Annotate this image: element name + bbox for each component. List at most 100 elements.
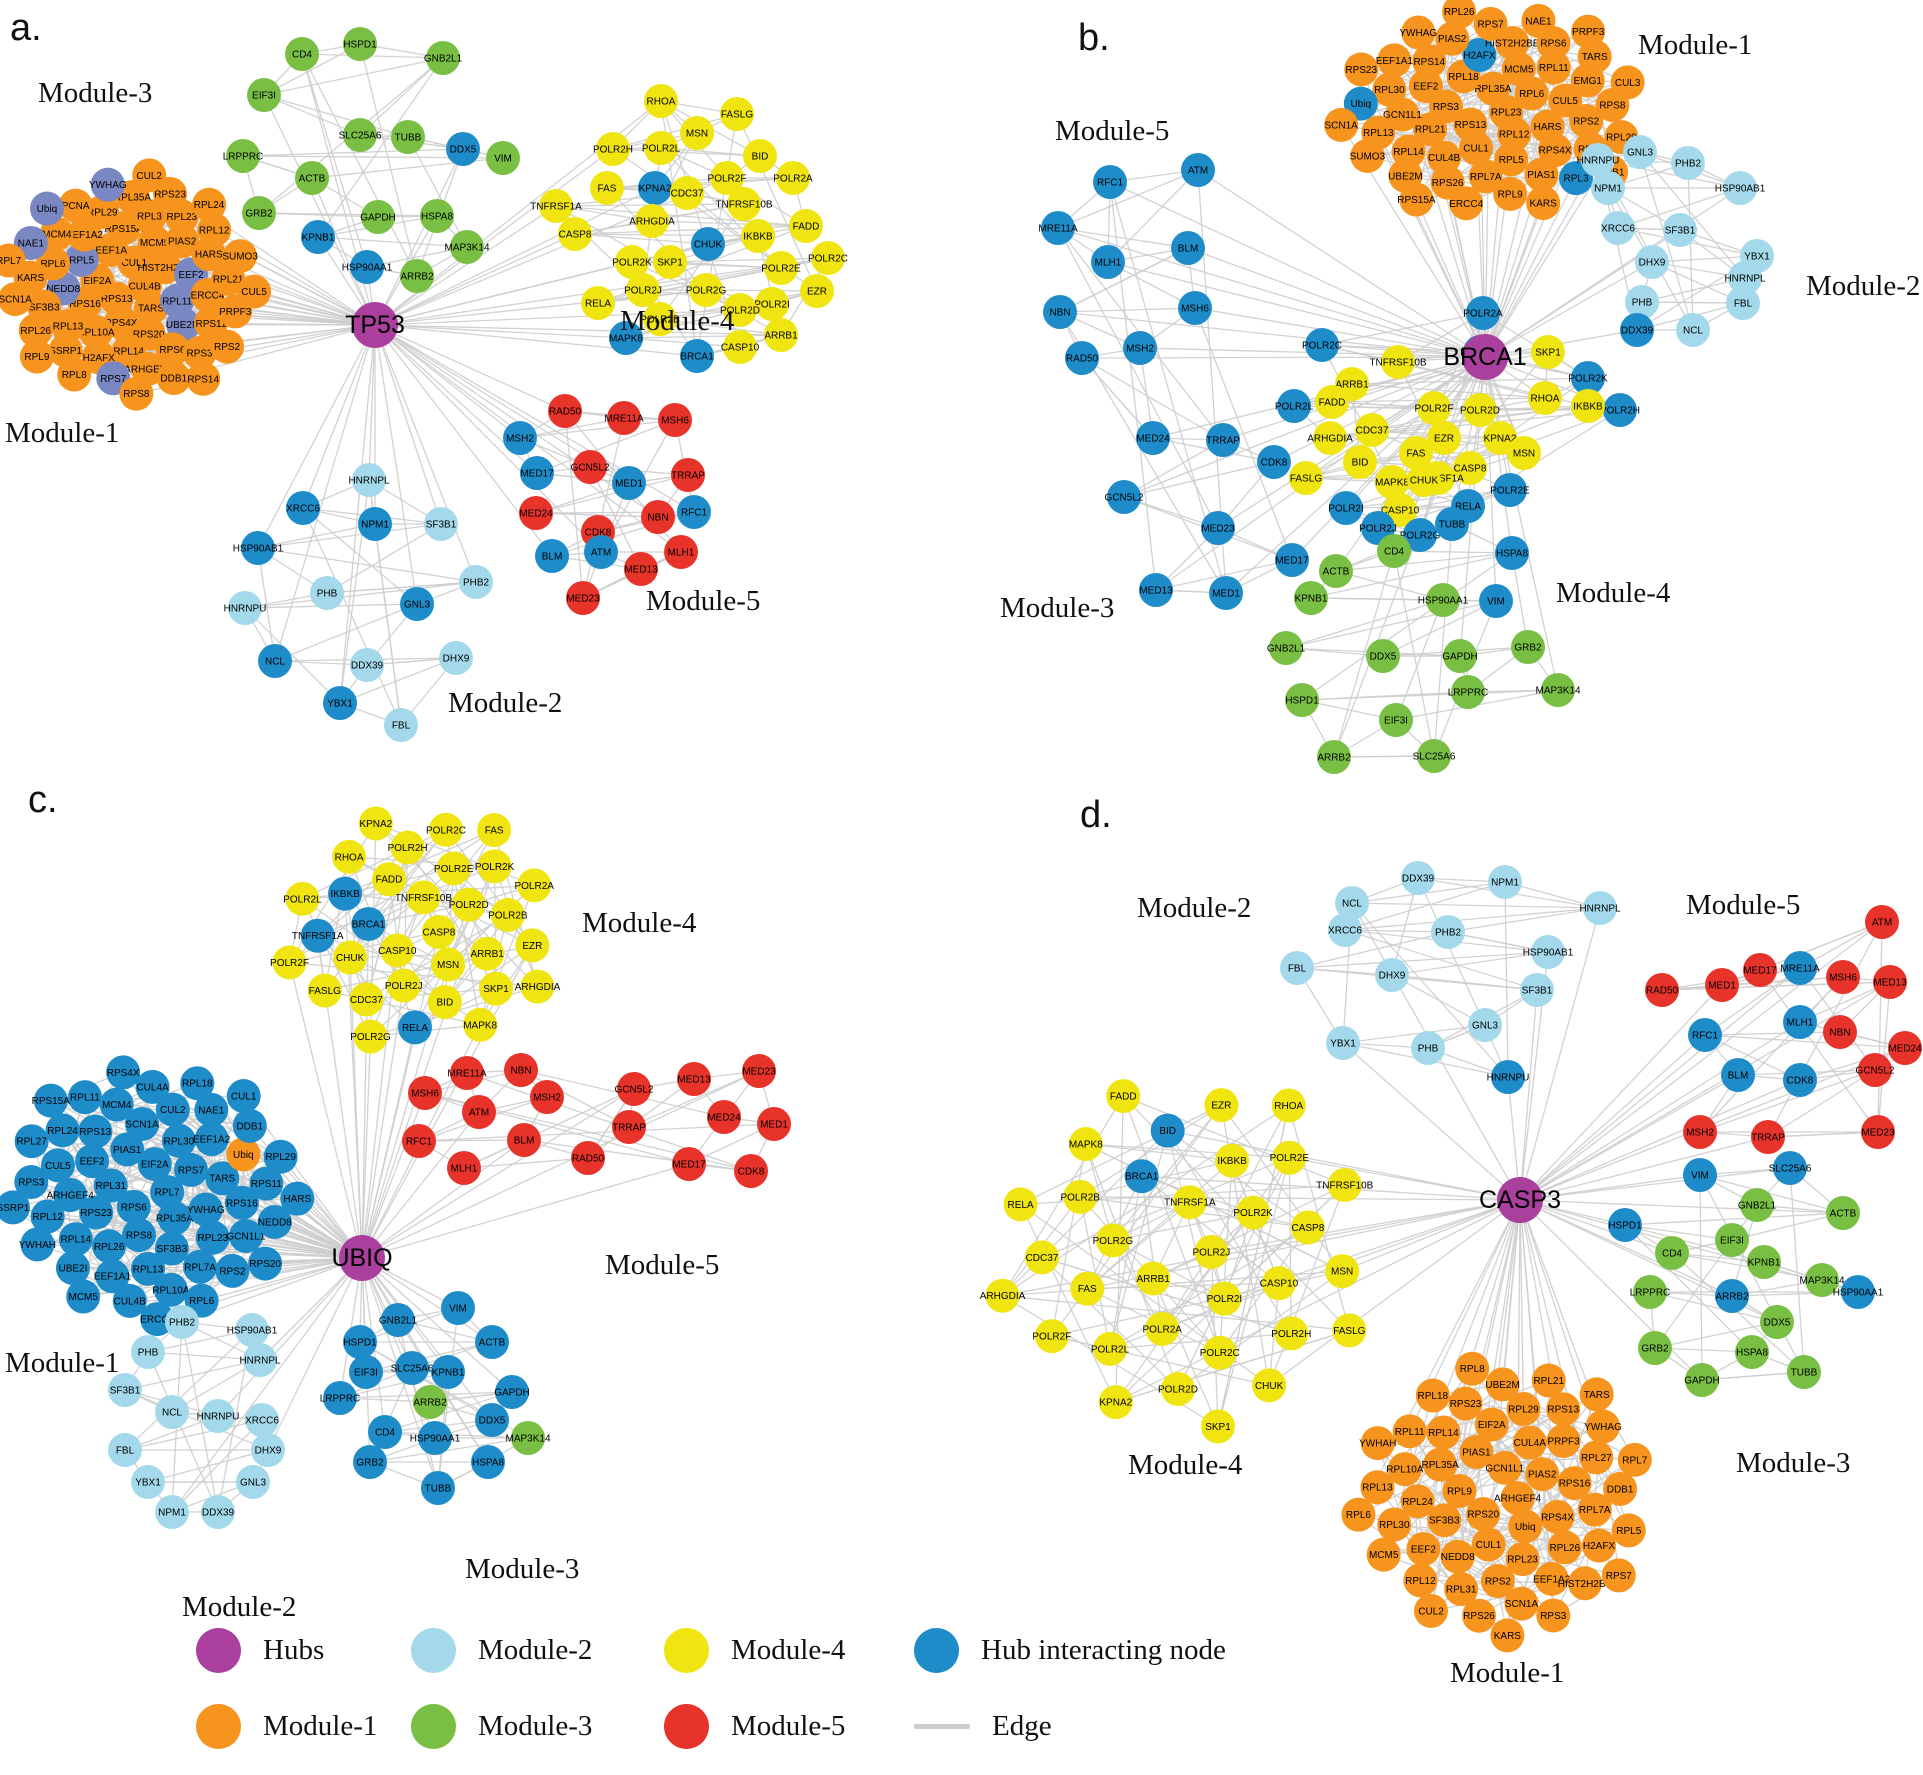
node-POLR2H[interactable]: POLR2H [1271, 1316, 1311, 1351]
node-RPL24[interactable]: RPL24 [192, 187, 227, 222]
node-KARS[interactable]: KARS [1526, 186, 1561, 221]
node-HSPA8[interactable]: HSPA8 [1735, 1335, 1769, 1369]
node-TARS[interactable]: TARS [205, 1161, 240, 1196]
node-EIF3I[interactable]: EIF3I [1715, 1223, 1749, 1257]
node-CUL4A[interactable]: CUL4A [1512, 1425, 1547, 1460]
node-RPL27[interactable]: RPL27 [14, 1124, 49, 1159]
node-FADD[interactable]: FADD [789, 209, 823, 243]
node-MED13[interactable]: MED13 [1873, 965, 1907, 999]
node-TUBB[interactable]: TUBB [391, 120, 425, 154]
node-POLR2G[interactable]: POLR2G [1093, 1223, 1134, 1258]
node-POLR2D[interactable]: POLR2D [1158, 1372, 1198, 1407]
node-UBE2M[interactable]: UBE2M [1485, 1367, 1520, 1402]
node-RPL31[interactable]: RPL31 [93, 1168, 128, 1203]
node-CUL4A[interactable]: CUL4A [135, 1069, 170, 1104]
node-HNRNPL[interactable]: HNRNPL [1579, 891, 1621, 925]
node-CHUK[interactable]: CHUK [333, 940, 368, 975]
node-NCL[interactable]: NCL [258, 644, 292, 678]
node-NBN[interactable]: NBN [1823, 1015, 1857, 1049]
node-MED24[interactable]: MED24 [707, 1100, 741, 1134]
node-DDX39[interactable]: DDX39 [1620, 313, 1654, 347]
node-MSN[interactable]: MSN [431, 947, 466, 982]
node-Ubiq[interactable]: Ubiq [226, 1137, 261, 1172]
node-EIF3I[interactable]: EIF3I [349, 1355, 383, 1389]
node-HNRNPL[interactable]: HNRNPL [239, 1343, 281, 1377]
node-POLR2J[interactable]: POLR2J [624, 273, 662, 307]
node-MRE11A[interactable]: MRE11A [1038, 211, 1078, 245]
node-RPS23[interactable]: RPS23 [1344, 52, 1379, 87]
node-RPL6[interactable]: RPL6 [184, 1283, 219, 1318]
node-RPS26[interactable]: RPS26 [1462, 1598, 1497, 1633]
node-RPL10A[interactable]: RPL10A [152, 1272, 190, 1307]
node-MAPK8[interactable]: MAPK8 [1068, 1127, 1103, 1162]
node-RPS2[interactable]: RPS2 [1480, 1564, 1515, 1599]
node-MSN[interactable]: MSN [1325, 1254, 1360, 1289]
node-RPS14[interactable]: RPS14 [1412, 44, 1447, 79]
node-POLR2I[interactable]: POLR2I [754, 287, 790, 321]
node-NAE1[interactable]: NAE1 [1521, 3, 1556, 38]
node-RPL12[interactable]: RPL12 [1497, 116, 1532, 151]
node-RPS23[interactable]: RPS23 [1448, 1386, 1483, 1421]
node-SF3B1[interactable]: SF3B1 [1663, 213, 1697, 247]
node-EEF2[interactable]: EEF2 [75, 1144, 110, 1179]
node-RPS14[interactable]: RPS14 [186, 361, 221, 396]
node-SKP1[interactable]: SKP1 [653, 245, 687, 279]
node-EIF3I[interactable]: EIF3I [1379, 703, 1413, 737]
node-RPS15A[interactable]: RPS15A [1397, 182, 1436, 217]
node-IKBKB[interactable]: IKBKB [328, 876, 363, 911]
node-BLM[interactable]: BLM [1171, 231, 1205, 265]
node-TUBB[interactable]: TUBB [1787, 1355, 1821, 1389]
node-GNB2L1[interactable]: GNB2L1 [1267, 631, 1306, 665]
node-DHX9[interactable]: DHX9 [1635, 245, 1669, 279]
node-RPL21[interactable]: RPL21 [1531, 1363, 1566, 1398]
node-RPL5[interactable]: RPL5 [1494, 142, 1529, 177]
node-MSH2[interactable]: MSH2 [503, 421, 537, 455]
node-POLR2E[interactable]: POLR2E [1490, 473, 1530, 507]
node-PHB2[interactable]: PHB2 [459, 565, 493, 599]
node-GCN5L2[interactable]: GCN5L2 [571, 450, 610, 484]
node-NCL[interactable]: NCL [1676, 313, 1710, 347]
node-RELA[interactable]: RELA [581, 286, 615, 320]
node-MCM4[interactable]: MCM4 [99, 1087, 134, 1122]
node-GNL3[interactable]: GNL3 [236, 1465, 270, 1499]
node-POLR2D[interactable]: POLR2D [449, 887, 489, 922]
node-CUL1[interactable]: CUL1 [226, 1079, 261, 1114]
node-KPNB1[interactable]: KPNB1 [1294, 581, 1328, 615]
node-BLM[interactable]: BLM [507, 1123, 541, 1157]
node-CDK8[interactable]: CDK8 [1257, 445, 1291, 479]
node-DDB1[interactable]: DDB1 [232, 1108, 267, 1143]
node-ARHGDIA[interactable]: ARHGDIA [629, 204, 675, 238]
node-MLH1[interactable]: MLH1 [447, 1151, 481, 1185]
node-RPL10A[interactable]: RPL10A [1386, 1452, 1424, 1487]
node-HARS[interactable]: HARS [280, 1181, 315, 1216]
node-YBX1[interactable]: YBX1 [323, 686, 357, 720]
node-RPL9[interactable]: RPL9 [19, 339, 54, 374]
node-POLR2E[interactable]: POLR2E [1270, 1140, 1310, 1175]
node-MSH6[interactable]: MSH6 [1178, 291, 1212, 325]
node-RPS3[interactable]: RPS3 [14, 1165, 49, 1200]
node-FAS[interactable]: FAS [590, 171, 624, 205]
node-FAS[interactable]: FAS [1399, 436, 1433, 470]
node-CDK8[interactable]: CDK8 [1783, 1063, 1817, 1097]
node-MSN[interactable]: MSN [1507, 436, 1541, 470]
node-RPL31[interactable]: RPL31 [1444, 1572, 1479, 1607]
node-BID[interactable]: BID [1150, 1113, 1185, 1148]
node-RPL7A[interactable]: RPL7A [1468, 159, 1503, 194]
node-SCN1A[interactable]: SCN1A [125, 1106, 160, 1141]
node-MLH1[interactable]: MLH1 [1091, 245, 1125, 279]
node-RHOA[interactable]: RHOA [1271, 1088, 1306, 1123]
node-RPL12[interactable]: RPL12 [197, 213, 232, 248]
node-SKP1[interactable]: SKP1 [1531, 335, 1565, 369]
node-MAP3K14[interactable]: MAP3K14 [1535, 673, 1581, 707]
node-ARRB2[interactable]: ARRB2 [1715, 1279, 1749, 1313]
node-CASP8[interactable]: CASP8 [1290, 1210, 1325, 1245]
node-HSPD1[interactable]: HSPD1 [1608, 1208, 1642, 1242]
node-FBL[interactable]: FBL [1280, 951, 1314, 985]
node-CDC37[interactable]: CDC37 [670, 176, 704, 210]
node-LRPPRC[interactable]: LRPPRC [223, 139, 264, 173]
node-EIF2A[interactable]: EIF2A [137, 1147, 172, 1182]
node-RPL8[interactable]: RPL8 [1455, 1351, 1490, 1386]
node-CD4[interactable]: CD4 [368, 1415, 402, 1449]
node-POLR2G[interactable]: POLR2G [686, 273, 727, 307]
node-KPNB1[interactable]: KPNB1 [1747, 1245, 1781, 1279]
